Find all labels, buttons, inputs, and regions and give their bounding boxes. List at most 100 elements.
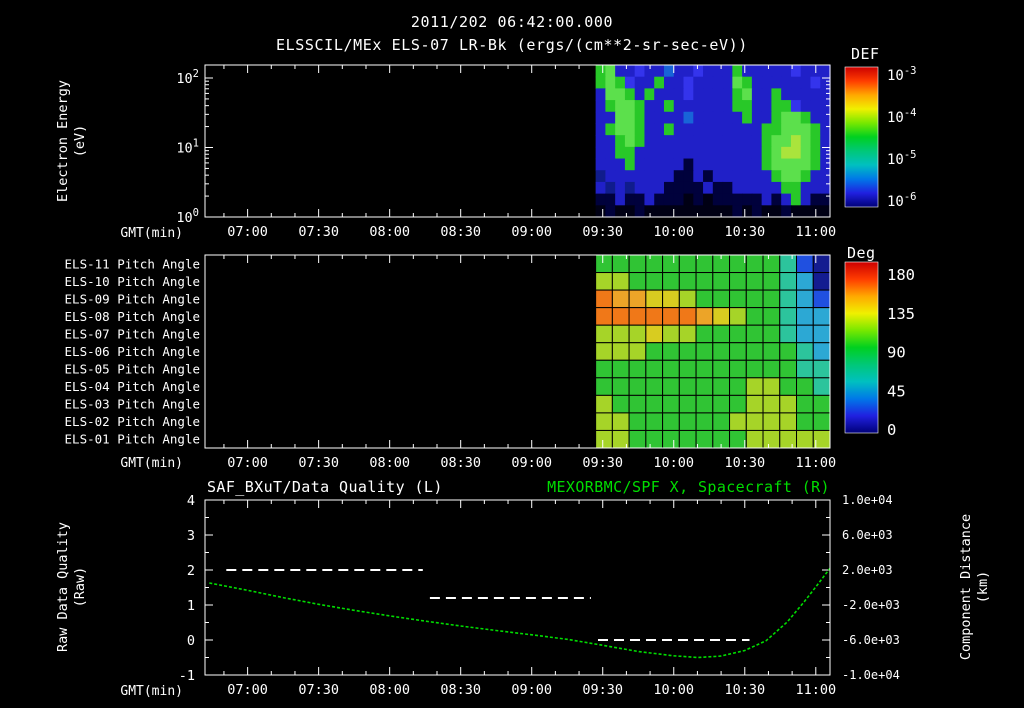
def-colorbar-exponent: -3 [904,65,917,77]
pitch-angle-cell [745,429,764,449]
spectrogram-cell [820,181,831,195]
spectrogram-cell [644,170,655,183]
pitch-angle-cell [796,324,814,344]
pitch-angle-cell [745,342,764,361]
spectrogram-cell [790,100,802,113]
x-tick-label: 08:00 [369,455,410,471]
pitch-angle-cell [812,289,831,309]
spectrogram-cell [781,181,792,195]
pitch-angle-cell [695,342,714,361]
pitch-row-label: ELS-06 Pitch Angle [65,344,200,359]
spectrogram-cell [800,158,812,171]
def-colorbar-exponent: -4 [904,107,917,119]
pitch-angle-cell [729,272,747,291]
pitch-angle-cell [729,342,747,361]
pitch-angle-cell [678,324,697,344]
spectrogram-cell [624,158,636,171]
pitch-angle-cell [812,324,831,344]
pitch-angle-cell [595,289,613,309]
spectrogram-cell [781,65,792,78]
spectrogram-cell [703,205,714,218]
spectrogram-cell [703,88,714,101]
spectrogram-cell [624,123,636,136]
spectrogram-cell [810,76,821,89]
spectrogram-cell [781,135,792,148]
spectrogram-cell [722,181,733,195]
panel-2-frame-group: 07:00 07:30 08:00 08:30 09:00 09:30 10:00 10:30… [204,254,836,471]
pitch-angle-cell [695,254,714,274]
spectrogram-cell [605,181,616,195]
spectrogram-cell [615,111,626,125]
spectrogram-cell [644,135,655,148]
spectrogram-cell [781,205,792,218]
spectrogram-cell [732,65,743,78]
spectrogram-cell [742,65,753,78]
right-y-tick-label: -2.0e+03 [842,598,900,612]
spectrogram-cell [693,100,704,113]
spectrogram-cell [790,146,802,160]
pitch-angle-cell [796,359,814,379]
pitch-angle-cell [796,342,814,361]
pitch-angle-cell [812,412,831,431]
pitch-angle-cell [662,307,680,326]
spectrogram-cell [595,100,606,113]
x-tick-label: 09:00 [511,682,552,698]
spectrogram-cell [742,205,753,218]
spectrogram-cell [595,135,606,148]
panel-frame [204,254,831,449]
spectrogram-cell [761,146,773,160]
pitch-angle-cell [712,377,731,396]
pitch-angle-cell [695,429,714,449]
spectrogram-cell [771,146,782,160]
pitch-angle-cell [662,377,680,396]
spectrogram-cell [634,123,646,136]
x-tick-label: 09:30 [582,455,623,471]
spectrogram-cell [742,181,753,195]
spectrogram-cell [615,158,626,171]
pitch-angle-cell [611,394,630,414]
spectrogram-cell [595,205,606,218]
spectrogram-cell [790,170,802,183]
pitch-angle-cell [678,377,697,396]
spectrogram-cell [751,193,763,206]
spectrogram-cell [761,158,773,171]
spectrogram-cell [800,205,812,218]
spectrogram-cell [790,181,802,195]
x-tick-label: 10:30 [724,455,765,471]
spectrogram-cell [712,123,724,136]
spectrogram-cell [790,158,802,171]
pitch-angle-cell [611,272,630,291]
spectrogram-cell [693,123,704,136]
pitch-angle-cell [595,394,613,414]
pitch-angle-cell [796,394,814,414]
pitch-angle-cell [595,429,613,449]
spectrogram-cell [742,123,753,136]
spectrogram-cell [624,100,636,113]
def-colorbar [844,66,879,208]
spectrogram-cell [810,193,821,206]
deg-colorbar-tick: 90 [887,344,906,362]
def-colorbar-label: DEF [851,45,880,63]
pitch-angle-cell [729,394,747,414]
spectrogram-cell [761,135,773,148]
pitch-angle-cell [645,272,664,291]
deg-colorbar-tick: 180 [887,266,915,284]
pitch-angle-cell [611,359,630,379]
spectrogram-cell [615,100,626,113]
pitch-angle-cell [762,429,781,449]
spectrogram-cell [790,135,802,148]
spectrogram-cell [751,146,763,160]
pitch-angle-cell [662,342,680,361]
spectrogram-cell [624,88,636,101]
pitch-angle-cell [611,412,630,431]
deg-colorbar-label: Deg [847,244,876,262]
spectrogram-cell [673,205,685,218]
spectrogram-cell [673,88,685,101]
spectrogram-cell [683,65,694,78]
x-tick-label: 09:30 [582,224,623,240]
spectrogram-cell [732,158,743,171]
quality-axis: 4 3 2 1 0 -1 1.0e+04 6.0e+03 2.0e+03 -2.0e+03 -6.0… [179,493,900,684]
pitch-angle-cell [611,324,630,344]
spectrogram-cell [605,135,616,148]
spectrogram-cell [790,205,802,218]
